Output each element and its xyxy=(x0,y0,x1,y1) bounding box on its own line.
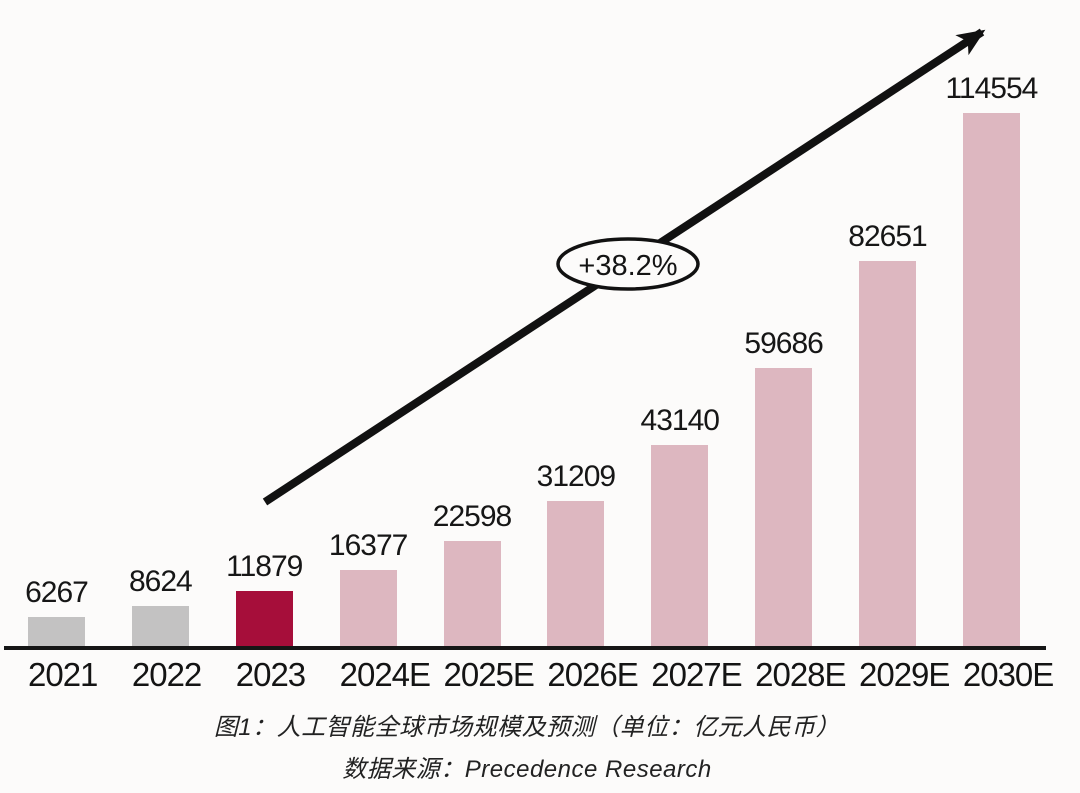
bar-value-label: 114554 xyxy=(945,72,1038,105)
x-axis-label-2023: 2023 xyxy=(235,656,306,693)
bar-value-label: 82651 xyxy=(848,220,927,253)
bar xyxy=(755,368,813,646)
bar xyxy=(962,113,1020,646)
caption: 图1：人工智能全球市场规模及预测（单位：亿元人民币） 数据来源：Preceden… xyxy=(0,707,1054,791)
x-axis-label-2024E: 2024E xyxy=(339,656,431,693)
bar xyxy=(235,591,293,646)
bar-group-2025E: 22598 xyxy=(433,500,512,646)
bar-group-2030E: 114554 xyxy=(945,72,1038,646)
bar-group-2021: 6267 xyxy=(25,576,89,646)
bar-value-label: 8624 xyxy=(129,565,193,598)
bar xyxy=(131,606,189,646)
chart-title: 图1：人工智能全球市场规模及预测（单位：亿元人民币） xyxy=(213,714,841,741)
x-axis-label-2025E: 2025E xyxy=(443,656,535,693)
x-axis-label-2021: 2021 xyxy=(28,656,98,693)
bar-group-2024E: 16377 xyxy=(329,529,408,646)
x-axis-label-2028E: 2028E xyxy=(755,656,846,693)
bar-group-2022: 8624 xyxy=(129,565,193,646)
x-axis-label-2029E: 2029E xyxy=(859,656,950,693)
x-axis-label-2026E: 2026E xyxy=(547,656,638,693)
x-axis-line xyxy=(4,646,1046,650)
bar-value-label: 6267 xyxy=(25,576,89,609)
bar-group-2028E: 59686 xyxy=(744,327,824,646)
x-axis-label-2027E: 2027E xyxy=(651,656,742,693)
plot-area: 6267 8624 11879 16377 22598 31209 43140 59686 82… xyxy=(25,0,1038,646)
bar-group-2023: 11879 xyxy=(226,550,303,646)
x-axis-labels: 2021 2022 2023 2024E 2025E 2026E 2027E 2028E 202… xyxy=(28,656,1054,694)
bar xyxy=(339,570,397,646)
bar-value-label: 59686 xyxy=(744,327,823,360)
chart-source: 数据来源：Precedence Research xyxy=(342,756,712,783)
x-axis-label-2022: 2022 xyxy=(131,656,202,693)
bar-value-label: 31209 xyxy=(536,460,616,493)
bar-group-2027E: 43140 xyxy=(641,404,720,646)
bar-group-2029E: 82651 xyxy=(848,220,928,646)
bar-value-label: 11879 xyxy=(226,550,303,583)
bar-value-label: 16377 xyxy=(328,529,408,562)
bar xyxy=(859,261,916,646)
bar xyxy=(547,501,605,646)
bar xyxy=(651,445,709,646)
bar xyxy=(28,617,85,646)
bar xyxy=(443,541,501,646)
bar-value-label: 22598 xyxy=(432,500,512,533)
bar-value-label: 43140 xyxy=(640,404,720,437)
bar-group-2026E: 31209 xyxy=(537,460,616,646)
x-axis-label-2030E: 2030E xyxy=(962,656,1054,693)
